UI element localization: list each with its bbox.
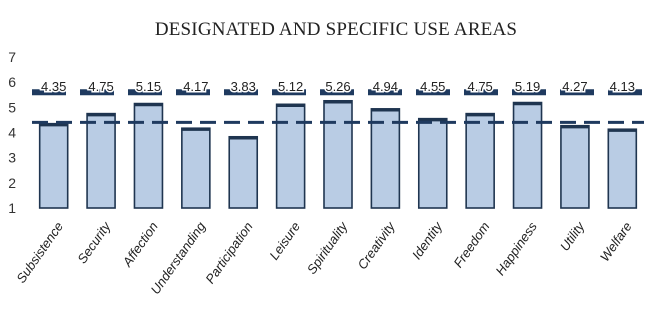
data-label: 3.83 <box>231 79 256 94</box>
x-tick-label: Creativity <box>354 218 398 272</box>
bar-leisure <box>275 103 306 209</box>
bar-subsistence <box>38 122 69 209</box>
bar-participation <box>228 135 259 209</box>
y-tick-label: 2 <box>8 175 16 191</box>
x-tick-label: Spirituality <box>304 218 352 277</box>
x-tick-label: Identity <box>409 218 446 262</box>
bar-security <box>86 112 116 209</box>
x-tick-label: Happiness <box>492 219 540 278</box>
x-tick-label: Security <box>74 218 114 266</box>
data-label: 4.17 <box>183 79 208 94</box>
y-tick-label: 5 <box>8 99 16 115</box>
data-label: 5.15 <box>136 79 161 94</box>
data-label: 4.75 <box>467 79 492 94</box>
x-tick-label: Affection <box>119 219 161 270</box>
x-tick-label: Utility <box>557 218 588 254</box>
y-tick-label: 6 <box>8 74 16 90</box>
data-label: 4.75 <box>88 79 113 94</box>
x-tick-label: Freedom <box>450 219 492 270</box>
x-tick-label: Welfare <box>597 219 635 264</box>
y-tick-label: 4 <box>8 125 16 141</box>
data-label: 5.26 <box>325 79 350 94</box>
bar-creativity <box>370 108 401 209</box>
data-label: 5.19 <box>515 79 540 94</box>
data-label: 4.13 <box>610 79 635 94</box>
data-label: 5.12 <box>278 79 303 94</box>
y-tick-label: 3 <box>8 150 16 166</box>
x-tick-label: Participation <box>202 219 255 286</box>
bar-series <box>38 99 638 209</box>
bar-identity <box>417 117 448 209</box>
x-axis: Subsistence Security AffectionUnderstandin… <box>13 218 635 297</box>
y-axis: 1 2 3 4 5 6 7 <box>8 49 16 216</box>
bar-spirituality <box>323 99 353 209</box>
data-label: 4.94 <box>373 79 398 94</box>
bar-affection <box>133 102 164 209</box>
bar-welfare <box>607 128 638 209</box>
x-tick-label: Subsistence <box>13 219 66 286</box>
data-labels: 4.35 4.75 5.15 4.17 3.83 5.12 5.26 4.94 4.55 4.75… <box>40 78 637 96</box>
data-label: 4.35 <box>41 79 66 94</box>
chart-title: DESIGNATED AND SPECIFIC USE AREAS <box>155 19 517 40</box>
bar-understanding <box>181 127 211 209</box>
y-tick-label: 1 <box>8 200 16 216</box>
bar-happiness <box>512 101 543 209</box>
y-tick-label: 7 <box>8 49 16 65</box>
reference-lines <box>32 89 644 124</box>
data-label: 4.55 <box>420 79 445 94</box>
x-tick-label: Leisure <box>266 219 303 263</box>
data-label: 4.27 <box>562 79 587 94</box>
bar-utility <box>560 124 590 209</box>
bar-freedom <box>465 112 495 209</box>
